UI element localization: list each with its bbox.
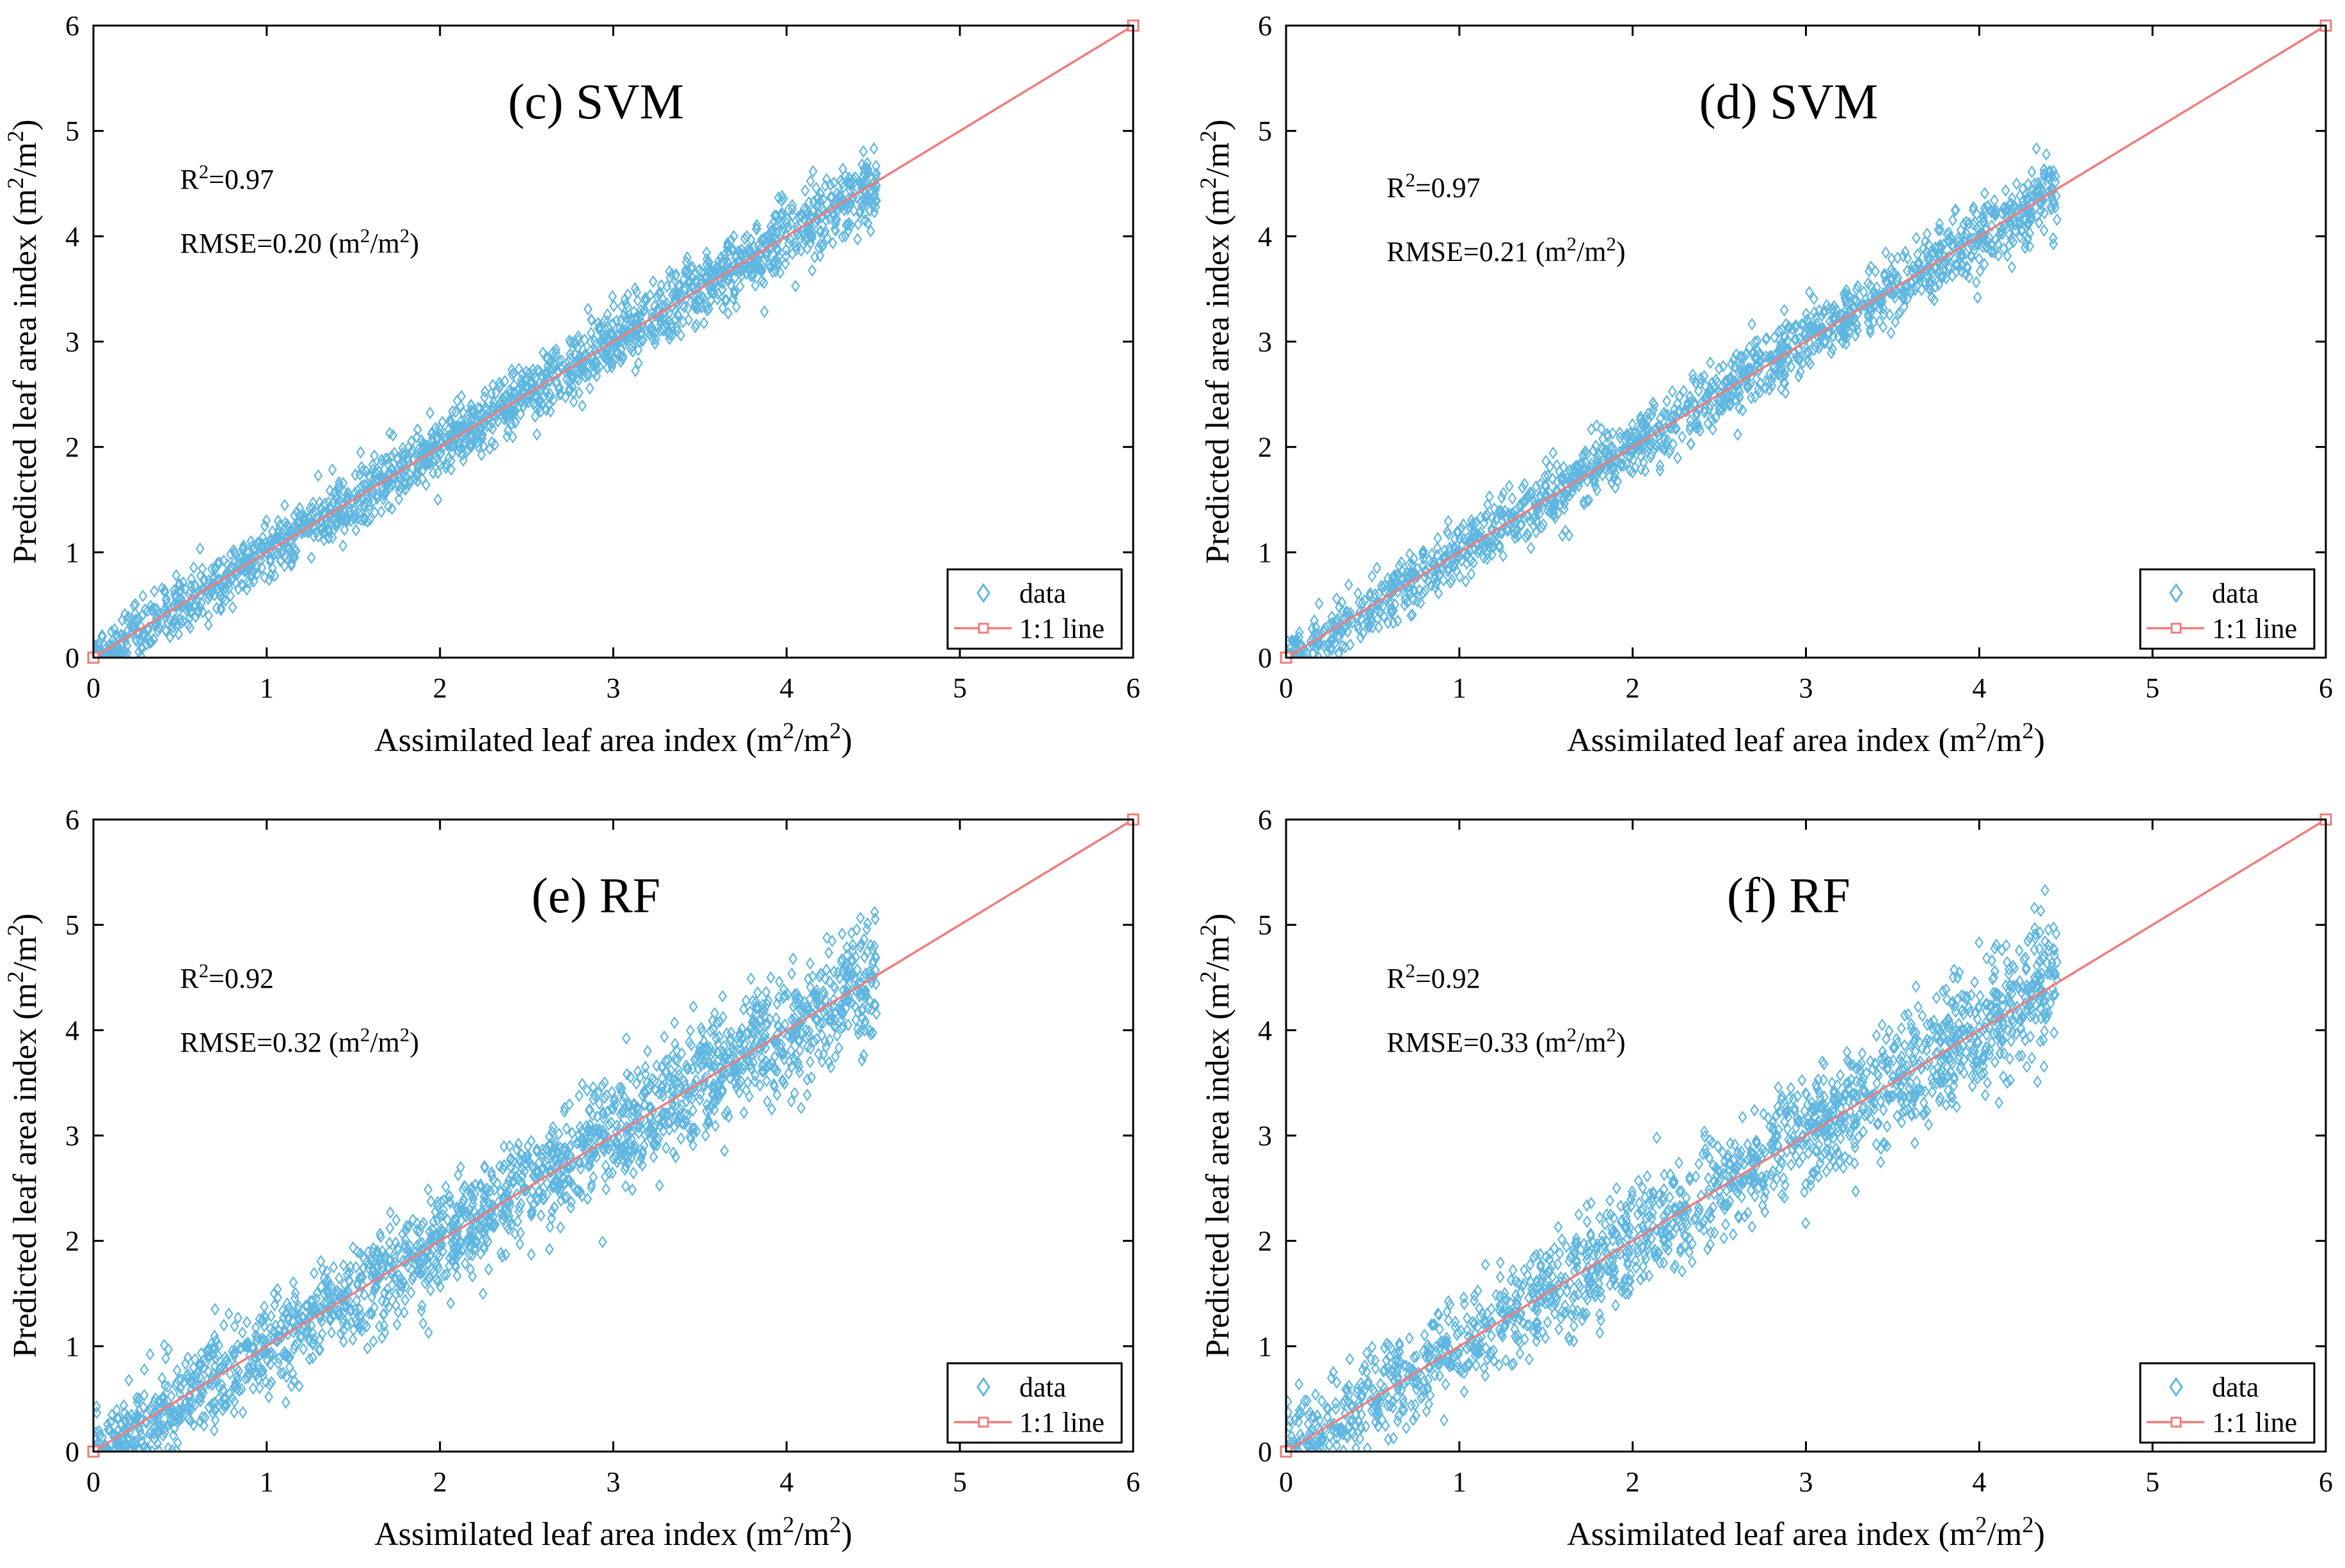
r2-annotation: R2=0.97	[1387, 169, 1481, 203]
y-tick-label: 4	[1258, 221, 1272, 252]
legend-line-label: 1:1 line	[2212, 613, 2297, 644]
x-tick-label: 1	[1452, 672, 1467, 704]
chart-panel-2: 0 1 2 3 4 5 6 0 1 2 3 4 5 6 Assimilated leaf area inde…	[1195, 10, 2333, 759]
y-tick-label: 5	[1258, 116, 1272, 147]
legend-data-label: data	[2212, 578, 2259, 609]
r2-annotation: R2=0.97	[180, 161, 274, 195]
rmse-annotation: RMSE=0.20 (m2/m2)	[180, 225, 418, 259]
y-tick-label: 6	[1258, 10, 1272, 42]
legend-data-label: data	[1019, 578, 1066, 609]
x-tick-label: 3	[607, 672, 621, 704]
x-tick-label: 2	[1626, 672, 1640, 704]
y-tick-label: 6	[65, 10, 79, 42]
y-tick-label: 2	[1258, 432, 1272, 463]
y-tick-label: 3	[1258, 326, 1272, 358]
rmse-annotation: RMSE=0.21 (m2/m2)	[1387, 233, 1625, 267]
x-tick-label: 2	[433, 672, 447, 704]
y-tick-label: 5	[65, 116, 79, 147]
y-tick-label: 1	[65, 537, 79, 568]
chart-title: (c) SVM	[508, 74, 684, 129]
y-tick-label: 1	[1258, 537, 1272, 568]
x-axis-label: Assimilated leaf area index (m2/m2)	[374, 718, 852, 759]
x-tick-label: 6	[2319, 672, 2333, 704]
legend-line-marker	[2172, 624, 2181, 633]
legend-line-marker	[979, 624, 988, 633]
x-tick-label: 5	[953, 672, 967, 704]
chart-panel-1: 0 1 2 3 4 5 6 0 1 2 3 4 5 6 Assimilated leaf area inde…	[3, 10, 1140, 759]
legend-line-label: 1:1 line	[1019, 613, 1104, 644]
x-tick-label: 6	[1126, 672, 1140, 704]
x-tick-label: 0	[1279, 672, 1293, 704]
x-tick-label: 3	[1799, 672, 1813, 704]
y-tick-label: 3	[65, 326, 79, 358]
y-axis-label: Predicted leaf area index (m2/m2)	[3, 120, 44, 564]
y-tick-label: 4	[65, 221, 79, 252]
legend: data 1:1 line	[2140, 569, 2314, 649]
y-tick-label: 0	[65, 642, 79, 674]
chart-title: (d) SVM	[1699, 74, 1879, 129]
x-tick-label: 4	[779, 672, 793, 704]
legend: data 1:1 line	[948, 569, 1122, 649]
x-tick-label: 0	[86, 672, 100, 704]
y-axis-label: Predicted leaf area index (m2/m2)	[1195, 120, 1236, 564]
x-tick-label: 1	[260, 672, 274, 704]
x-tick-label: 4	[1972, 672, 1986, 704]
y-tick-label: 2	[65, 432, 79, 463]
x-tick-label: 5	[2145, 672, 2159, 704]
y-tick-label: 0	[1258, 642, 1272, 674]
x-axis-label: Assimilated leaf area index (m2/m2)	[1567, 718, 2045, 759]
